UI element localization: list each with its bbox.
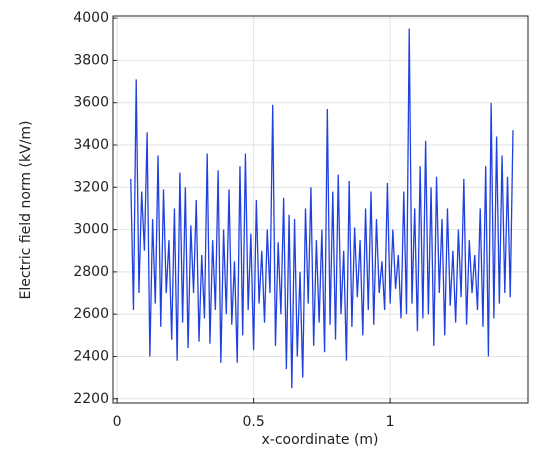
x-tick-label: 1 xyxy=(386,414,395,430)
data-line xyxy=(130,28,514,389)
y-tick-label: 2600 xyxy=(73,306,109,322)
y-tick-label: 3000 xyxy=(73,222,109,238)
y-tick-label: 2800 xyxy=(73,264,109,280)
x-tick-label: 0 xyxy=(113,414,122,430)
y-tick-label: 3600 xyxy=(73,95,109,111)
plot-frame xyxy=(112,15,529,404)
y-tick-label: 3400 xyxy=(73,137,109,153)
x-axis-label: x-coordinate (m) xyxy=(261,432,378,448)
y-tick-label: 2200 xyxy=(73,391,109,407)
x-tick-label: 0.5 xyxy=(242,414,264,430)
y-tick-label: 3800 xyxy=(73,52,109,68)
y-tick-label: 4000 xyxy=(73,10,109,26)
y-tick-label: 2400 xyxy=(73,348,109,364)
y-tick-label: 3200 xyxy=(73,179,109,195)
y-axis-label: Electric field norm (kV/m) xyxy=(18,121,34,300)
